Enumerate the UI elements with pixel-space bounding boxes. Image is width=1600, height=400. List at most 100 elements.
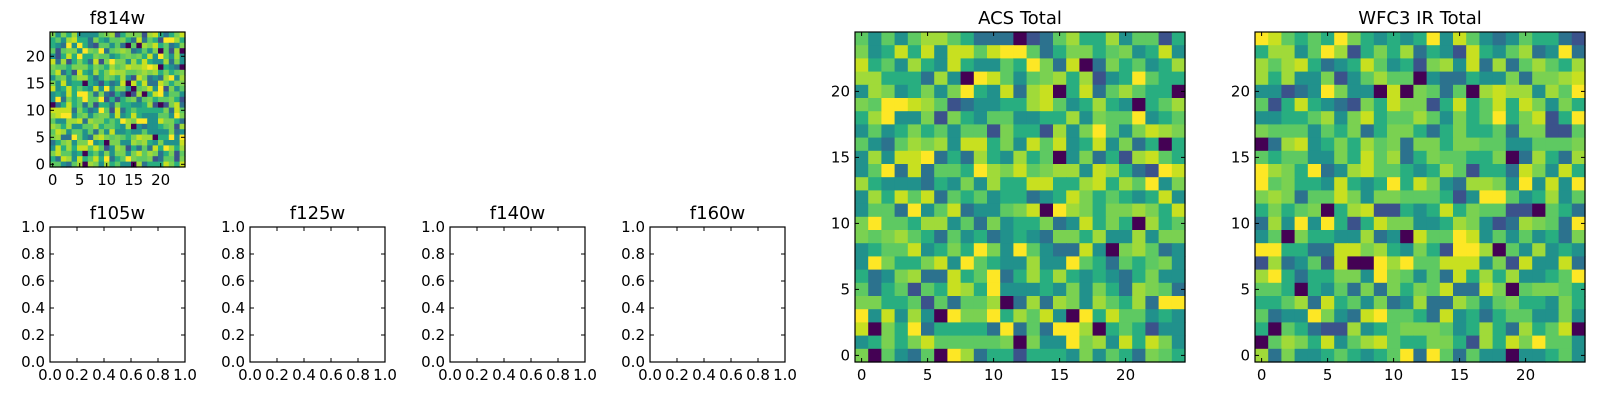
heatmap-cell: [1092, 32, 1107, 46]
heatmap-cell: [1400, 335, 1414, 350]
heatmap-cell: [921, 203, 935, 218]
x-tick-label: 0.2: [665, 366, 689, 384]
heatmap-cell: [947, 335, 962, 350]
heatmap-cell: [1307, 71, 1322, 86]
heatmap-cell: [947, 296, 962, 310]
x-tick-label: 0.2: [465, 366, 489, 384]
heatmap-cell: [168, 161, 175, 168]
heatmap-cell: [1307, 269, 1322, 284]
heatmap-cell: [1281, 230, 1296, 244]
heatmap-cell: [1000, 348, 1014, 363]
heatmap-cell: [98, 59, 105, 65]
heatmap-cell: [158, 91, 164, 98]
heatmap-cell: [934, 203, 948, 218]
heatmap-cell: [1294, 32, 1309, 46]
heatmap-cell: [179, 113, 186, 119]
heatmap-cell: [168, 145, 175, 152]
heatmap-cell: [1294, 322, 1309, 337]
heatmap-cell: [1532, 71, 1546, 86]
heatmap-cell: [1571, 322, 1586, 337]
heatmap-cell: [1039, 45, 1054, 59]
heatmap-cell: [1132, 137, 1146, 152]
heatmap-cell: [1039, 282, 1054, 297]
heatmap-cell: [1145, 45, 1160, 59]
heatmap-cell: [168, 91, 175, 98]
heatmap-cell: [855, 150, 869, 165]
heatmap-cell: [1334, 98, 1348, 112]
heatmap-cell: [152, 134, 159, 141]
heatmap-cell: [1505, 32, 1520, 46]
heatmap-cell: [894, 296, 909, 310]
heatmap-cell: [60, 161, 67, 168]
heatmap-cell: [934, 150, 948, 165]
heatmap-cell: [1400, 269, 1414, 284]
heatmap-cell: [1255, 256, 1269, 271]
heatmap-cell: [1294, 137, 1309, 152]
heatmap-cell: [1145, 230, 1160, 244]
heatmap-cell: [1479, 150, 1494, 165]
heatmap-cell: [1145, 32, 1160, 46]
heatmap-cell: [947, 71, 962, 86]
heatmap-cell: [1026, 282, 1041, 297]
heatmap-cell: [1105, 190, 1120, 205]
heatmap-cell: [168, 48, 175, 55]
heatmap-cell: [1281, 282, 1296, 297]
y-tick-label: 10: [831, 214, 850, 232]
heatmap-cell: [1519, 282, 1533, 297]
heatmap-cell: [934, 322, 948, 337]
heatmap-cell: [1558, 335, 1573, 350]
heatmap-cell: [934, 137, 948, 152]
heatmap-cell: [1400, 230, 1414, 244]
heatmap-cell: [66, 64, 73, 71]
heatmap-cell: [1307, 216, 1322, 231]
heatmap-cell: [120, 80, 127, 87]
heatmap-cell: [1373, 84, 1388, 99]
heatmap-cell: [1479, 296, 1494, 310]
heatmap-cell: [1492, 282, 1507, 297]
heatmap-cell: [50, 96, 56, 103]
heatmap-cell: [868, 203, 882, 218]
heatmap-cell: [1013, 348, 1028, 363]
heatmap-cell: [1479, 32, 1494, 46]
heatmap-cell: [71, 150, 78, 157]
heatmap-cell: [136, 69, 143, 76]
heatmap-cell: [1347, 150, 1362, 165]
heatmap-cell: [881, 150, 896, 165]
heatmap-cell: [136, 59, 143, 65]
heatmap-cell: [987, 322, 1001, 337]
heatmap-cell: [907, 335, 922, 350]
heatmap-cell: [141, 91, 148, 98]
heatmap-cell: [1053, 269, 1067, 284]
heatmap-cell: [1373, 177, 1388, 191]
heatmap-cell: [98, 91, 105, 98]
heatmap-cell: [1413, 335, 1428, 350]
heatmap-cell: [960, 32, 975, 46]
heatmap-cell: [55, 48, 62, 55]
heatmap-cell: [1505, 98, 1520, 112]
heatmap-cell: [1321, 348, 1335, 363]
heatmap-cell: [1053, 137, 1067, 152]
heatmap-cell: [125, 118, 132, 125]
heatmap-cell: [1066, 45, 1080, 59]
heatmap-cell: [109, 113, 116, 119]
heatmap-cell: [141, 140, 148, 146]
y-tick-label: 0.2: [621, 326, 645, 344]
heatmap-cell: [1492, 190, 1507, 205]
x-tick-label: 1.0: [773, 366, 797, 384]
heatmap-cell: [855, 216, 869, 231]
heatmap-cell: [1439, 282, 1454, 297]
heatmap-cell: [168, 32, 175, 38]
heatmap-cell: [1066, 322, 1080, 337]
heatmap-cell: [1053, 164, 1067, 178]
heatmap-cell: [158, 96, 164, 103]
heatmap-cell: [82, 48, 89, 55]
heatmap-cell: [1347, 216, 1362, 231]
heatmap-cell: [987, 309, 1001, 323]
heatmap-cell: [1158, 256, 1173, 271]
heatmap-cell: [1479, 282, 1494, 297]
heatmap-cell: [93, 113, 100, 119]
heatmap-cell: [1079, 177, 1094, 191]
heatmap-cell: [1119, 322, 1133, 337]
heatmap-cell: [1426, 111, 1441, 125]
